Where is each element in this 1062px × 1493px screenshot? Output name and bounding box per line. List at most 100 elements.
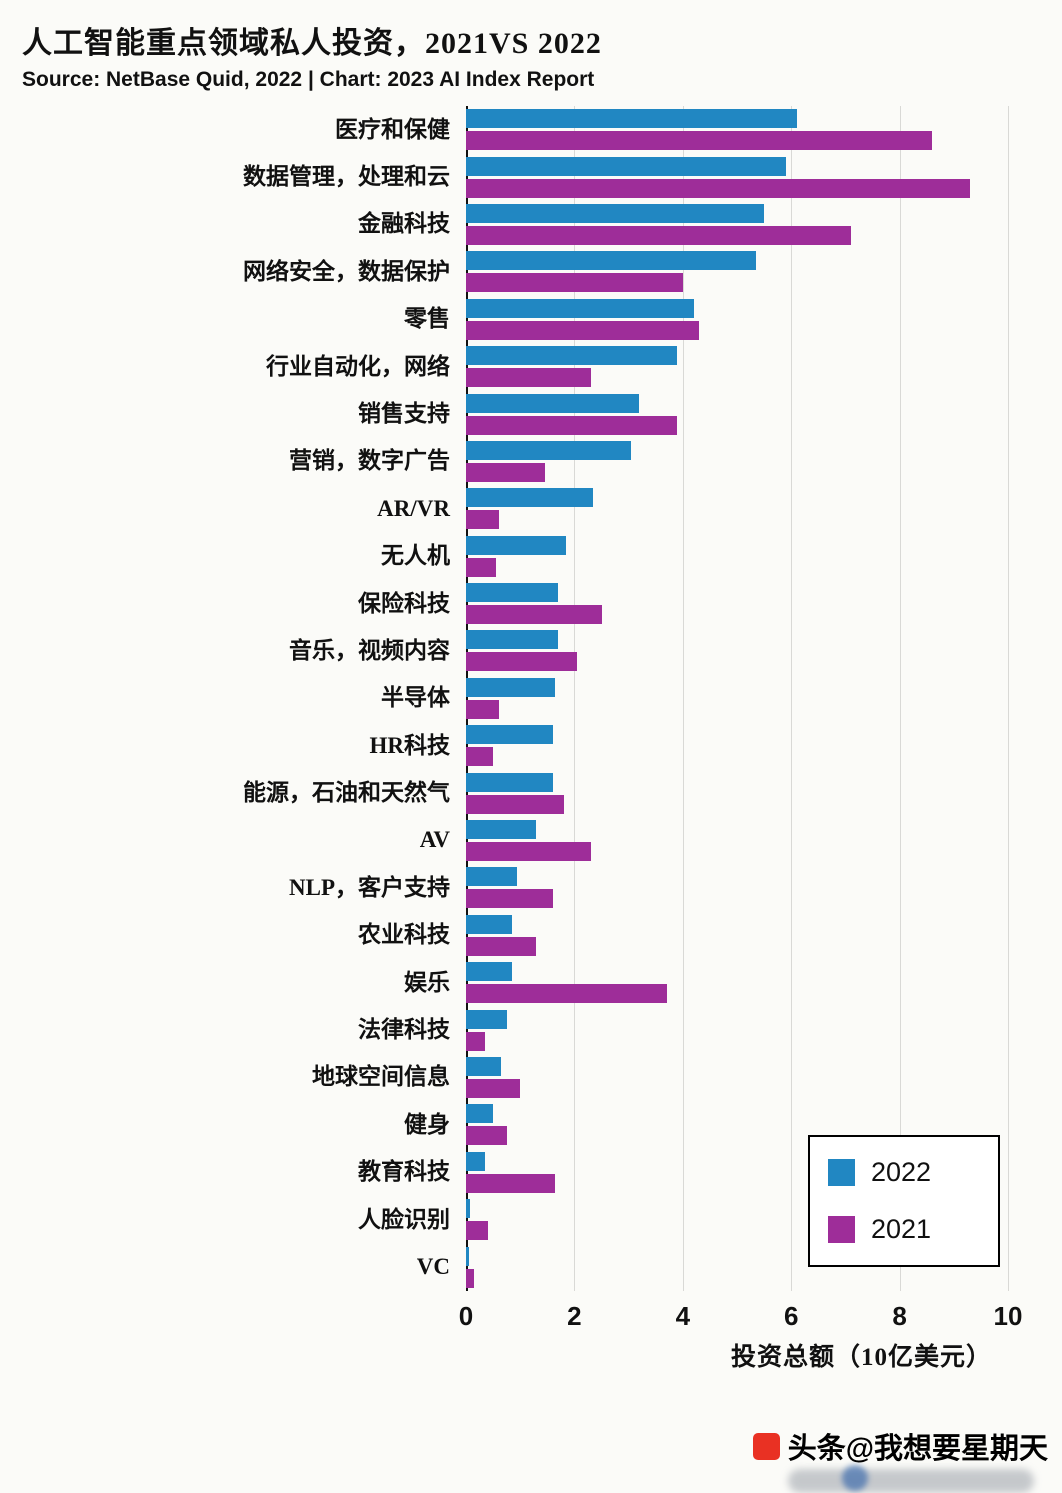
category-label: 数据管理，处理和云	[243, 164, 450, 190]
y-axis-line	[466, 106, 468, 1291]
category-label: 教育科技	[358, 1159, 450, 1185]
category-label: 地球空间信息	[312, 1064, 450, 1090]
category-label: 法律科技	[358, 1017, 450, 1043]
bar-2022	[466, 1151, 485, 1171]
chart-row: 半导体	[0, 675, 1062, 722]
bar-group	[466, 1243, 1008, 1290]
x-tick-label: 2	[567, 1300, 582, 1331]
bar-chart: 医疗和保健数据管理，处理和云金融科技网络安全，数据保护零售行业自动化，网络销售支…	[0, 106, 1062, 1373]
chart-source: Source: NetBase Quid, 2022 | Chart: 2023…	[22, 68, 595, 91]
bar-2022	[466, 772, 553, 792]
chart-row: 医疗和保健	[0, 106, 1062, 153]
x-tick-label: 10	[993, 1300, 1023, 1331]
bar-2021	[466, 1173, 556, 1193]
chart-row: 教育科技	[0, 1149, 1062, 1196]
bar-group	[466, 248, 1008, 295]
category-label: HR科技	[369, 732, 451, 758]
chart-row: 金融科技	[0, 201, 1062, 248]
bar-2022	[466, 677, 556, 697]
bar-2022	[466, 203, 765, 223]
bar-2022	[466, 725, 553, 745]
bar-2022	[466, 867, 518, 887]
bar-2021	[466, 225, 851, 245]
gridline	[899, 106, 901, 1291]
bar-2021	[466, 794, 564, 814]
bar-2022	[466, 488, 594, 508]
chart-row: 法律科技	[0, 1006, 1062, 1053]
bar-group	[466, 296, 1008, 343]
chart-row: 音乐，视频内容	[0, 627, 1062, 674]
category-label: 半导体	[381, 685, 450, 711]
category-label: 能源，石油和天然气	[243, 780, 450, 806]
bar-2021	[466, 131, 933, 151]
legend-item: 2021	[828, 1214, 980, 1245]
bar-2021	[466, 320, 700, 340]
category-label: NLP，客户支持	[289, 874, 450, 900]
legend: 2022 2021	[808, 1134, 1000, 1267]
chart-row: HR科技	[0, 722, 1062, 769]
category-label: 金融科技	[358, 211, 450, 237]
bar-2022	[466, 1009, 507, 1029]
chart-row: 销售支持	[0, 390, 1062, 437]
bar-2021	[466, 936, 537, 956]
category-label: AR/VR	[377, 495, 450, 521]
bar-group	[466, 912, 1008, 959]
chart-row: 零售	[0, 296, 1062, 343]
category-label: 销售支持	[358, 400, 450, 426]
bar-group	[466, 864, 1008, 911]
chart-row: AV	[0, 817, 1062, 864]
category-label: 农业科技	[358, 922, 450, 948]
x-axis: 0 2 4 6 8 10	[459, 1291, 1023, 1337]
chart-row: 健身	[0, 1101, 1062, 1148]
x-axis-label: 投资总额（10亿美元）	[730, 1343, 992, 1371]
chart-row: 行业自动化，网络	[0, 343, 1062, 390]
bar-group	[466, 1196, 1008, 1243]
chart-row: 数据管理，处理和云	[0, 153, 1062, 200]
bar-group	[466, 438, 1008, 485]
bar-group	[466, 533, 1008, 580]
chart-row: VC	[0, 1243, 1062, 1290]
bar-2021	[466, 842, 591, 862]
category-label: 保险科技	[358, 590, 450, 616]
bar-2022	[466, 251, 756, 271]
bar-2021	[466, 415, 678, 435]
category-label: 医疗和保健	[335, 116, 450, 142]
legend-swatch	[828, 1215, 855, 1243]
bar-2021	[466, 1031, 485, 1051]
category-label: AV	[419, 827, 450, 853]
chart-row: 保险科技	[0, 580, 1062, 627]
bar-2022	[466, 156, 786, 176]
bar-2022	[466, 1199, 470, 1219]
chart-rows: 医疗和保健数据管理，处理和云金融科技网络安全，数据保护零售行业自动化，网络销售支…	[0, 106, 1062, 1291]
category-label: 零售	[404, 306, 450, 332]
watermark-text: 头条@我想要星期天	[787, 1433, 1048, 1465]
bar-2021	[466, 273, 683, 293]
category-label: VC	[416, 1254, 450, 1279]
bar-2021	[466, 984, 667, 1004]
bar-2021	[466, 747, 494, 767]
legend-item: 2022	[828, 1157, 980, 1188]
bar-group	[466, 1101, 1008, 1148]
chart-header: 人工智能重点领域私人投资，2021VS 2022 Source: NetBase…	[0, 0, 1062, 92]
bar-group	[466, 201, 1008, 248]
category-label: 行业自动化，网络	[266, 353, 450, 379]
bar-2022	[466, 1057, 502, 1076]
bar-group	[466, 580, 1008, 627]
bar-2022	[466, 440, 632, 460]
chart-row: NLP，客户支持	[0, 864, 1062, 911]
bar-group	[466, 1149, 1008, 1196]
bar-2021	[466, 605, 602, 625]
gridline	[574, 106, 576, 1291]
gridline	[682, 106, 684, 1291]
chart-row: 地球空间信息	[0, 1054, 1062, 1101]
category-label: 网络安全，数据保护	[243, 258, 450, 284]
bar-group	[466, 390, 1008, 437]
blurred-logo	[842, 1465, 868, 1491]
bar-2021	[466, 1221, 488, 1241]
bar-group	[466, 817, 1008, 864]
category-label: 娱乐	[404, 969, 450, 995]
bar-group	[466, 959, 1008, 1006]
chart-title: 人工智能重点领域私人投资，2021VS 2022	[22, 27, 602, 60]
bar-2021	[466, 889, 553, 909]
